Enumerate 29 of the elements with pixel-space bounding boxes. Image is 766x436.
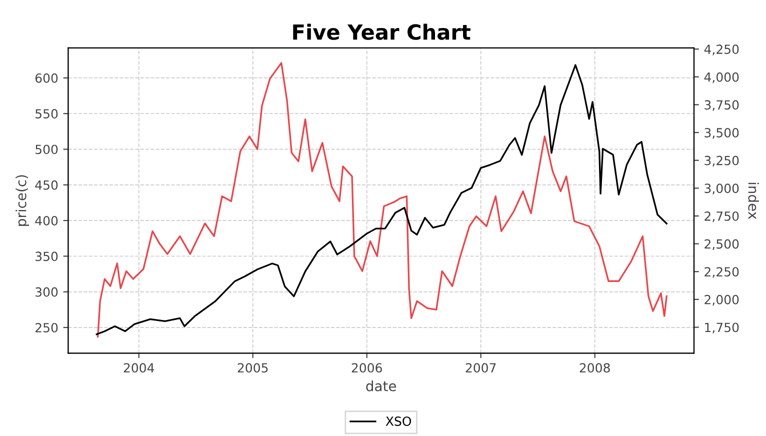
y2-tick-label: 1,750 bbox=[705, 322, 739, 334]
y2-tick-label: 2,250 bbox=[704, 267, 739, 278]
y2-axis-title: index bbox=[748, 182, 759, 220]
y-tick-label: 400 bbox=[35, 216, 58, 226]
y-tick-label: 550 bbox=[36, 109, 58, 118]
x-tick-label: 2008 bbox=[580, 363, 610, 373]
y-tick-label: 350 bbox=[36, 252, 58, 262]
x-tick-label: 2004 bbox=[124, 363, 154, 373]
y-tick-label: 600 bbox=[35, 73, 58, 83]
y-axis-title: price(c) bbox=[16, 175, 30, 226]
y2-tick-label: 3,500 bbox=[704, 128, 739, 139]
y2-tick-label: 2,750 bbox=[704, 211, 739, 222]
x-axis-title: date bbox=[366, 380, 396, 392]
y2-tick-label: 3,000 bbox=[704, 184, 739, 194]
x-tick-label: 2005 bbox=[238, 363, 268, 373]
x-tick-label: 2006 bbox=[352, 363, 382, 373]
y-tick-label: 500 bbox=[36, 144, 58, 154]
x-tick-label: 2007 bbox=[466, 363, 496, 373]
y2-tick-label: 4,250 bbox=[704, 44, 739, 56]
y-tick-label: 250 bbox=[36, 322, 58, 332]
y-tick-label: 450 bbox=[35, 180, 58, 190]
y2-tick-label: 3,250 bbox=[704, 156, 739, 167]
chart-title: Five Year Chart bbox=[293, 24, 470, 40]
legend-label: XSO bbox=[386, 416, 412, 426]
y2-tick-label: 3,750 bbox=[704, 100, 739, 111]
y2-tick-label: 2,500 bbox=[704, 239, 739, 250]
y2-tick-label: 4,000 bbox=[704, 72, 739, 84]
y2-tick-label: 2,000 bbox=[704, 294, 739, 306]
y-tick-label: 300 bbox=[36, 287, 58, 297]
